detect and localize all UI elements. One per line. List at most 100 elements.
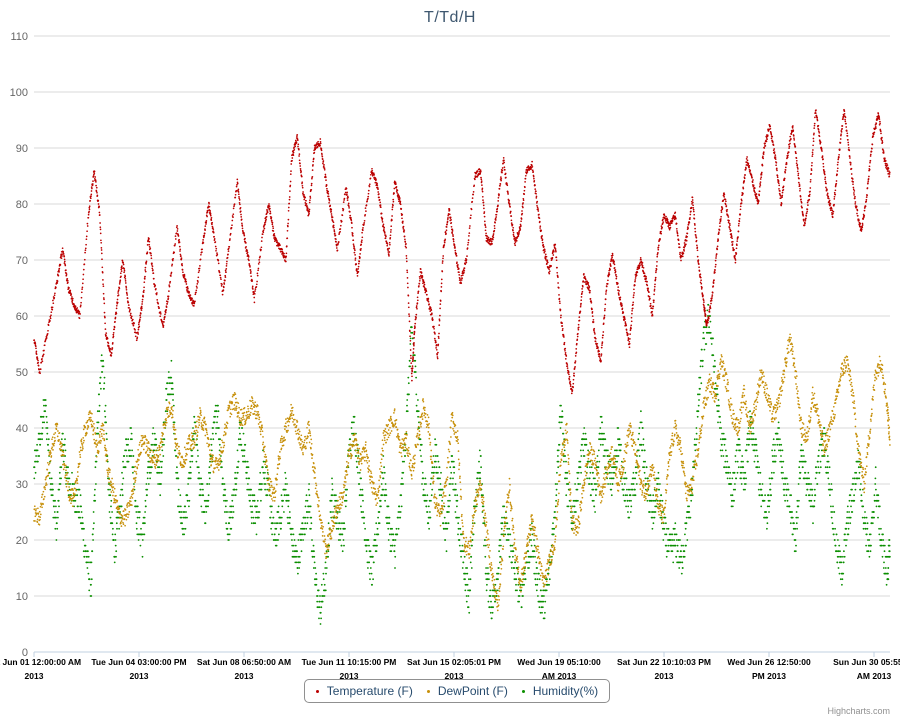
data-point-humidity bbox=[589, 466, 591, 469]
data-point-dewpoint bbox=[258, 418, 260, 421]
data-point-dewpoint bbox=[268, 484, 271, 487]
data-point-humidity bbox=[803, 455, 805, 457]
data-point-humidity bbox=[246, 460, 249, 463]
data-point-dewpoint bbox=[232, 407, 235, 410]
data-point-humidity bbox=[563, 449, 566, 452]
data-point-humidity bbox=[324, 589, 327, 592]
x-tick-label-year: 2013 bbox=[130, 671, 149, 681]
data-point-humidity bbox=[767, 494, 770, 497]
data-point-humidity bbox=[580, 455, 583, 457]
data-point-humidity bbox=[429, 511, 431, 513]
data-point-humidity bbox=[138, 516, 141, 519]
data-point-humidity bbox=[791, 511, 793, 513]
data-point-humidity bbox=[254, 516, 257, 519]
data-point-humidity bbox=[365, 550, 368, 553]
data-point-humidity bbox=[511, 561, 513, 564]
data-point-humidity bbox=[748, 438, 751, 441]
data-point-dewpoint bbox=[274, 496, 277, 499]
data-point-humidity bbox=[306, 522, 309, 525]
data-point-dewpoint bbox=[344, 476, 346, 478]
data-point-dewpoint bbox=[240, 420, 242, 422]
data-point-dewpoint bbox=[167, 406, 170, 409]
data-point-dewpoint bbox=[453, 433, 456, 435]
data-point-dewpoint bbox=[420, 425, 422, 428]
data-point-humidity bbox=[84, 544, 87, 547]
data-point-dewpoint bbox=[444, 485, 446, 488]
data-point-humidity bbox=[131, 438, 133, 441]
data-point-humidity bbox=[485, 567, 487, 569]
data-point-humidity bbox=[726, 477, 729, 480]
data-point-humidity bbox=[534, 578, 537, 581]
data-point-dewpoint bbox=[417, 428, 419, 431]
data-point-humidity bbox=[595, 494, 597, 497]
data-point-dewpoint bbox=[404, 443, 406, 446]
data-point-dewpoint bbox=[301, 447, 303, 450]
data-point-humidity bbox=[769, 488, 772, 491]
data-point-dewpoint bbox=[398, 435, 400, 438]
data-point-humidity bbox=[709, 320, 712, 323]
data-point-humidity bbox=[643, 471, 646, 474]
data-point-humidity bbox=[368, 572, 371, 575]
data-point-dewpoint bbox=[143, 442, 146, 445]
data-point-humidity bbox=[447, 522, 450, 525]
data-point-humidity bbox=[250, 516, 253, 519]
data-point-dewpoint bbox=[161, 441, 164, 443]
data-point-dewpoint bbox=[107, 469, 110, 472]
data-point-humidity bbox=[78, 488, 81, 491]
data-point-humidity bbox=[266, 471, 269, 474]
data-point-dewpoint bbox=[330, 537, 333, 539]
data-point-humidity bbox=[262, 460, 265, 463]
data-point-dewpoint bbox=[298, 433, 300, 436]
data-point-humidity bbox=[831, 511, 834, 513]
data-point-humidity bbox=[638, 427, 641, 429]
data-point-humidity bbox=[625, 505, 627, 508]
data-point-humidity bbox=[888, 550, 891, 553]
data-point-humidity bbox=[319, 611, 322, 614]
data-point-dewpoint bbox=[132, 490, 134, 493]
data-point-humidity bbox=[520, 606, 523, 609]
data-point-dewpoint bbox=[382, 432, 385, 434]
data-point-humidity bbox=[801, 455, 803, 457]
data-point-humidity bbox=[127, 443, 129, 446]
data-point-humidity bbox=[414, 365, 417, 368]
data-point-humidity bbox=[812, 522, 814, 525]
data-point-dewpoint bbox=[116, 499, 119, 502]
data-point-dewpoint bbox=[243, 418, 245, 421]
data-point-dewpoint bbox=[170, 412, 173, 415]
data-point-dewpoint bbox=[151, 460, 154, 462]
data-point-humidity bbox=[652, 522, 655, 525]
data-point-humidity bbox=[783, 494, 785, 497]
data-point-humidity bbox=[224, 494, 226, 497]
data-point-humidity bbox=[585, 438, 588, 441]
data-point-humidity bbox=[768, 511, 770, 513]
data-point-humidity bbox=[203, 511, 206, 513]
data-point-dewpoint bbox=[95, 455, 98, 458]
data-point-dewpoint bbox=[430, 458, 432, 461]
data-point-humidity bbox=[440, 494, 443, 497]
data-point-dewpoint bbox=[282, 444, 285, 447]
data-point-humidity bbox=[593, 505, 596, 508]
data-point-humidity bbox=[828, 483, 830, 485]
data-point-humidity bbox=[429, 483, 432, 485]
data-point-humidity bbox=[736, 460, 739, 463]
data-point-humidity bbox=[589, 471, 592, 474]
data-point-humidity bbox=[300, 550, 303, 553]
data-point-humidity bbox=[386, 516, 389, 519]
data-point-humidity bbox=[885, 583, 888, 586]
data-point-dewpoint bbox=[333, 522, 336, 525]
data-point-humidity bbox=[760, 488, 763, 491]
data-point-humidity bbox=[77, 505, 79, 508]
data-point-humidity bbox=[453, 466, 456, 469]
data-point-humidity bbox=[286, 494, 289, 497]
data-point-humidity bbox=[161, 460, 163, 463]
data-point-humidity bbox=[634, 488, 636, 491]
data-point-dewpoint bbox=[327, 548, 330, 551]
data-point-dewpoint bbox=[164, 424, 167, 427]
data-point-humidity bbox=[870, 544, 872, 547]
data-point-humidity bbox=[456, 494, 459, 497]
data-point-humidity bbox=[55, 505, 57, 508]
data-point-humidity bbox=[849, 494, 852, 497]
data-point-humidity bbox=[157, 483, 160, 485]
data-point-humidity bbox=[369, 550, 372, 553]
data-point-humidity bbox=[137, 539, 140, 541]
